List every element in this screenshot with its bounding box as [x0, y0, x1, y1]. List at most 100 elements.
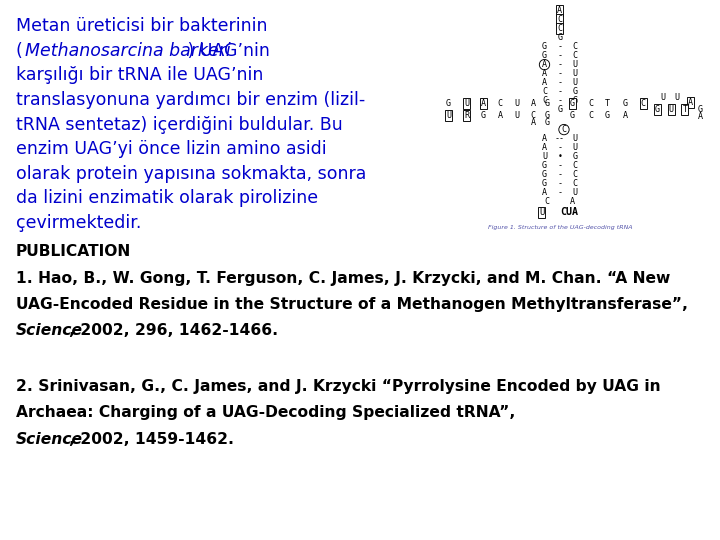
Text: G: G — [542, 42, 547, 51]
Text: G: G — [605, 111, 610, 120]
Text: enzim UAG’yi önce lizin amino asidi: enzim UAG’yi önce lizin amino asidi — [16, 140, 326, 158]
Text: (: ( — [16, 42, 22, 60]
Text: C: C — [572, 179, 577, 188]
Text: karşılığı bir tRNA ile UAG’nin: karşılığı bir tRNA ile UAG’nin — [16, 66, 264, 84]
Text: A: A — [698, 112, 703, 121]
Text: G: G — [557, 33, 562, 42]
Text: U: U — [542, 152, 547, 161]
Text: C: C — [572, 42, 577, 51]
Text: U: U — [572, 78, 577, 87]
Text: C: C — [641, 99, 646, 108]
Text: U: U — [514, 111, 519, 120]
Text: U: U — [572, 60, 577, 69]
Text: G: G — [545, 111, 550, 120]
Text: C: C — [557, 15, 562, 24]
Text: C: C — [572, 51, 577, 60]
Text: C: C — [542, 87, 547, 96]
Text: G: G — [545, 99, 550, 108]
Text: A: A — [542, 69, 547, 78]
Text: olarak protein yapısına sokmakta, sonra: olarak protein yapısına sokmakta, sonra — [16, 165, 366, 183]
Text: Archaea: Charging of a UAG-Decoding Specialized tRNA”,: Archaea: Charging of a UAG-Decoding Spec… — [16, 406, 516, 421]
Text: A: A — [542, 188, 547, 197]
Text: -: - — [557, 51, 562, 60]
Text: A: A — [498, 111, 503, 120]
Text: G: G — [446, 99, 451, 108]
Text: T: T — [605, 99, 610, 108]
Text: C: C — [531, 111, 536, 120]
Text: -: - — [557, 170, 562, 179]
Text: G: G — [572, 96, 577, 105]
Text: U: U — [446, 111, 451, 120]
Text: T: T — [683, 105, 688, 114]
Text: Science: Science — [16, 323, 83, 339]
Text: -: - — [557, 96, 562, 105]
Text: A: A — [570, 197, 575, 206]
Text: G: G — [572, 87, 577, 96]
Text: Metan üreticisi bir bakterinin: Metan üreticisi bir bakterinin — [16, 17, 267, 35]
Text: G: G — [545, 118, 550, 127]
Text: -: - — [557, 87, 562, 96]
Text: A: A — [542, 78, 547, 87]
Text: G: G — [542, 161, 547, 170]
Text: U: U — [660, 93, 665, 102]
Text: UAG-Encoded Residue in the Structure of a Methanogen Methyltransferase”,: UAG-Encoded Residue in the Structure of … — [16, 297, 688, 312]
Text: C: C — [588, 111, 593, 120]
Text: G: G — [542, 51, 547, 60]
Text: U: U — [669, 105, 674, 114]
Text: A: A — [531, 118, 536, 127]
Text: A: A — [542, 134, 547, 143]
Text: C: C — [545, 197, 550, 206]
Text: çevirmektedir.: çevirmektedir. — [16, 214, 141, 232]
Text: translasyonuna yardımcı bir enzim (lizil-: translasyonuna yardımcı bir enzim (lizil… — [16, 91, 365, 109]
Text: U: U — [572, 143, 577, 152]
Text: G: G — [572, 152, 577, 161]
Text: A: A — [688, 98, 693, 107]
Text: U: U — [674, 93, 679, 102]
Text: ) UAG’nin: ) UAG’nin — [182, 42, 270, 60]
Text: G: G — [542, 179, 547, 188]
Text: G: G — [654, 105, 660, 114]
Text: U: U — [572, 134, 577, 143]
Text: G: G — [481, 111, 486, 120]
Text: U: U — [464, 99, 469, 108]
Text: 1. Hao, B., W. Gong, T. Ferguson, C. James, J. Krzycki, and M. Chan. “A New: 1. Hao, B., W. Gong, T. Ferguson, C. Jam… — [16, 271, 670, 286]
Text: G: G — [570, 99, 575, 108]
Text: G: G — [623, 99, 628, 108]
Text: •: • — [557, 152, 562, 161]
Text: CUA: CUA — [561, 207, 579, 218]
Text: A: A — [531, 99, 536, 108]
Text: C: C — [498, 99, 503, 108]
Text: -: - — [557, 188, 562, 197]
Text: C: C — [572, 170, 577, 179]
Text: PUBLICATION: PUBLICATION — [16, 244, 131, 259]
Text: G: G — [542, 170, 547, 179]
Text: A: A — [542, 143, 547, 152]
Text: U: U — [514, 99, 519, 108]
Text: -: - — [557, 42, 562, 51]
Text: --: -- — [555, 134, 564, 143]
Text: , 2002, 296, 1462-1466.: , 2002, 296, 1462-1466. — [69, 323, 278, 339]
Text: A: A — [481, 99, 486, 108]
Text: C: C — [542, 96, 547, 105]
Text: 2. Srinivasan, G., C. James, and J. Krzycki “Pyrrolysine Encoded by UAG in: 2. Srinivasan, G., C. James, and J. Krzy… — [16, 379, 660, 394]
Text: -: - — [557, 60, 562, 69]
Text: U: U — [572, 188, 577, 197]
Text: G: G — [698, 105, 703, 114]
Text: A: A — [557, 6, 562, 15]
Text: C: C — [588, 99, 593, 108]
Text: da lizini enzimatik olarak pirolizine: da lizini enzimatik olarak pirolizine — [16, 190, 318, 207]
Text: -: - — [557, 179, 562, 188]
Text: U: U — [572, 69, 577, 78]
Text: -: - — [557, 161, 562, 170]
Text: C: C — [572, 161, 577, 170]
Text: -: - — [557, 143, 562, 152]
Text: A: A — [623, 111, 628, 120]
Text: -: - — [557, 78, 562, 87]
Text: Methanosarcina barkeri: Methanosarcina barkeri — [25, 42, 231, 60]
Text: Figure 1. Structure of the UAG-decoding tRNA: Figure 1. Structure of the UAG-decoding … — [487, 225, 632, 230]
Text: C: C — [557, 24, 562, 33]
Text: , 2002, 1459-1462.: , 2002, 1459-1462. — [69, 432, 234, 447]
Text: tRNA sentetaz) içerdiğini buldular. Bu: tRNA sentetaz) içerdiğini buldular. Bu — [16, 116, 343, 133]
Text: U: U — [539, 208, 544, 217]
Text: G: G — [557, 105, 562, 114]
